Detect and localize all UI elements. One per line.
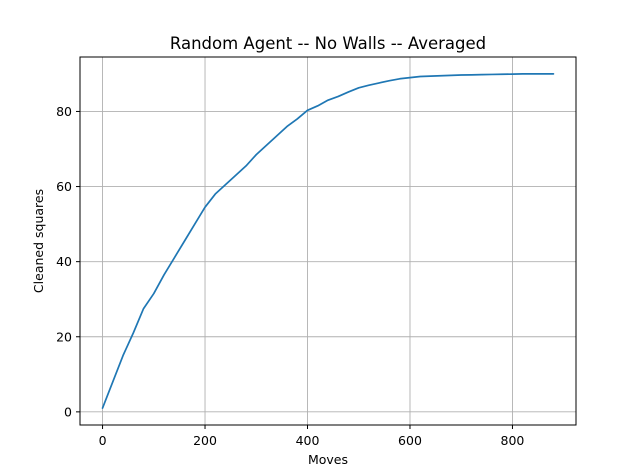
x-tick-label: 0	[99, 433, 107, 448]
y-axis-ticks: 0 20 40 60 80	[56, 104, 80, 419]
x-axis-label: Moves	[308, 452, 348, 467]
x-tick-label: 400	[296, 433, 320, 448]
plot-area-frame	[79, 56, 577, 426]
y-tick-label: 60	[56, 179, 72, 194]
x-tick-label: 800	[501, 433, 525, 448]
x-tick-label: 200	[193, 433, 217, 448]
series-line	[101, 73, 555, 409]
x-tick-label: 600	[398, 433, 422, 448]
plot-lines	[101, 73, 555, 409]
y-axis-label: Cleaned squares	[31, 189, 46, 293]
chart-title: Random Agent -- No Walls -- Averaged	[170, 34, 486, 53]
y-tick-label: 0	[64, 404, 72, 419]
y-tick-label: 40	[56, 254, 72, 269]
x-axis-ticks: 0 200 400 600 800	[99, 425, 525, 448]
grid-lines	[80, 57, 576, 425]
y-tick-label: 20	[56, 329, 72, 344]
y-tick-label: 80	[56, 104, 72, 119]
